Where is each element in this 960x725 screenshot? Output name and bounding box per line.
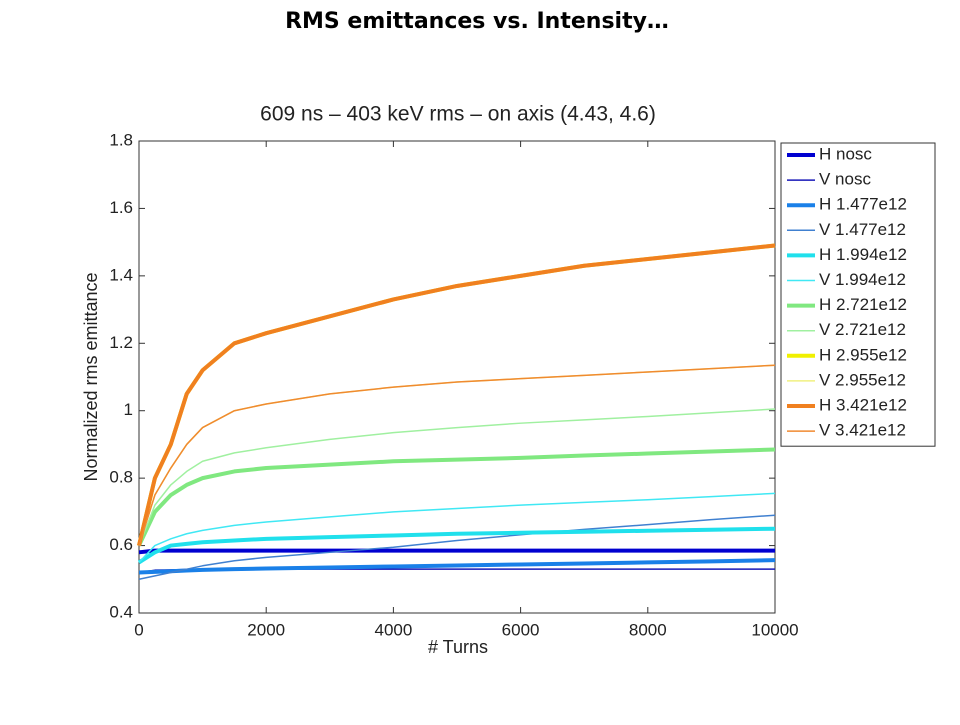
series-line <box>138 548 775 555</box>
y-tick-label: 1.2 <box>109 333 133 352</box>
y-tick-label: 1.6 <box>109 198 133 217</box>
legend-label: V nosc <box>819 170 871 189</box>
x-axis-label: # Turns <box>428 637 488 657</box>
x-tick-label: 6000 <box>502 620 540 639</box>
legend-label: H 2.721e12 <box>819 295 907 314</box>
series-line <box>138 408 776 546</box>
series-line <box>137 447 776 547</box>
y-tick-label: 0.4 <box>109 602 133 621</box>
legend-label: V 1.994e12 <box>819 270 906 289</box>
y-tick-label: 0.6 <box>109 535 133 554</box>
legend-label: H 3.421e12 <box>819 395 907 414</box>
series-line <box>137 243 776 547</box>
y-tick-label: 1 <box>124 400 133 419</box>
series-line <box>138 514 776 581</box>
x-tick-label: 8000 <box>629 620 667 639</box>
series-line <box>137 526 776 565</box>
y-tick-label: 1.4 <box>109 265 133 284</box>
x-tick-label: 4000 <box>374 620 412 639</box>
legend-label: H 2.955e12 <box>819 345 907 364</box>
x-tick-label: 2000 <box>247 620 285 639</box>
legend-box <box>780 142 936 447</box>
chart-title: 609 ns – 403 keV rms – on axis (4.43, 4.… <box>260 103 656 126</box>
slide-title: RMS emittances vs. Intensity… <box>285 9 669 34</box>
series-line <box>138 492 776 563</box>
legend-label: H 1.994e12 <box>819 245 907 264</box>
y-tick-label: 0.8 <box>109 468 133 487</box>
legend-label: V 2.721e12 <box>819 320 906 339</box>
y-tick-label: 1.8 <box>109 130 133 149</box>
y-axis-label: Normalized rms emittance <box>81 272 101 481</box>
x-tick-label: 0 <box>134 620 143 639</box>
legend-label: V 2.955e12 <box>819 370 906 389</box>
series-line <box>138 364 776 546</box>
legend-label: V 3.421e12 <box>819 421 906 440</box>
x-tick-label: 10000 <box>751 620 798 639</box>
legend-label: H 1.477e12 <box>819 195 907 214</box>
legend-label: H nosc <box>819 144 872 163</box>
legend-label: V 1.477e12 <box>819 220 906 239</box>
